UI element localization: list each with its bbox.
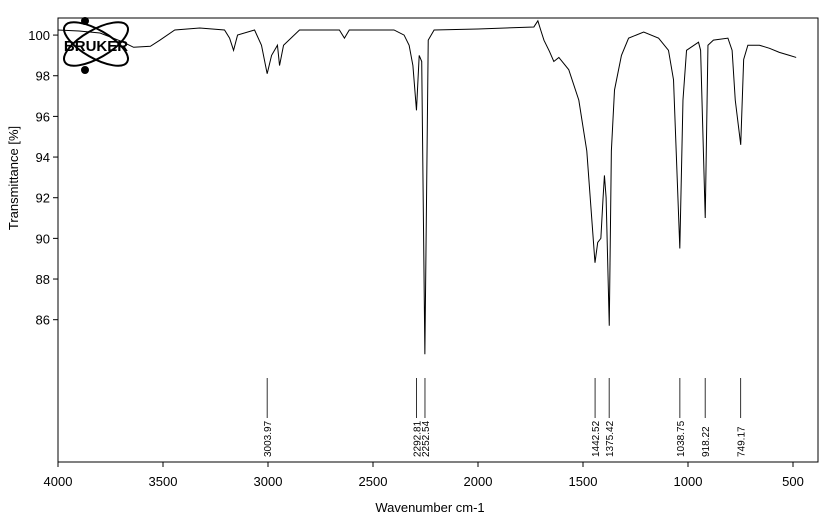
y-axis-label: Transmittance [%] [6, 126, 21, 230]
x-axis-label: Wavenumber cm-1 [375, 500, 484, 515]
logo-dot [81, 66, 89, 74]
y-tick-label: 90 [36, 231, 50, 246]
x-tick-label: 2000 [464, 474, 493, 489]
spectrum-line [57, 19, 797, 355]
x-tick-label: 3500 [149, 474, 178, 489]
y-tick-label: 96 [36, 109, 50, 124]
x-tick-label: 1000 [674, 474, 703, 489]
y-tick-label: 100 [28, 28, 50, 43]
logo-text: BRUKER [64, 38, 128, 55]
y-tick-label: 86 [36, 313, 50, 328]
y-tick-label: 92 [36, 191, 50, 206]
logo-orbit [63, 21, 129, 67]
logo-dot [81, 17, 89, 25]
x-tick-label: 4000 [44, 474, 73, 489]
x-tick-label: 2500 [359, 474, 388, 489]
x-tick-label: 3000 [254, 474, 283, 489]
y-tick-label: 98 [36, 69, 50, 84]
peak-label: 1442.52 [591, 420, 602, 457]
peak-label: 2292.81 [413, 420, 424, 457]
y-tick-label: 94 [36, 150, 50, 165]
peak-label: 1038.75 [676, 420, 687, 457]
x-tick-label: 1500 [569, 474, 598, 489]
peak-label: 918.22 [701, 426, 712, 457]
y-tick-label: 88 [36, 272, 50, 287]
x-tick-label: 500 [782, 474, 804, 489]
peak-label: 2252.54 [421, 420, 432, 457]
plot-frame [57, 17, 819, 463]
peak-label: 749.17 [737, 426, 748, 457]
peak-label: 1375.42 [605, 420, 616, 457]
peak-label: 3003.97 [263, 420, 274, 457]
